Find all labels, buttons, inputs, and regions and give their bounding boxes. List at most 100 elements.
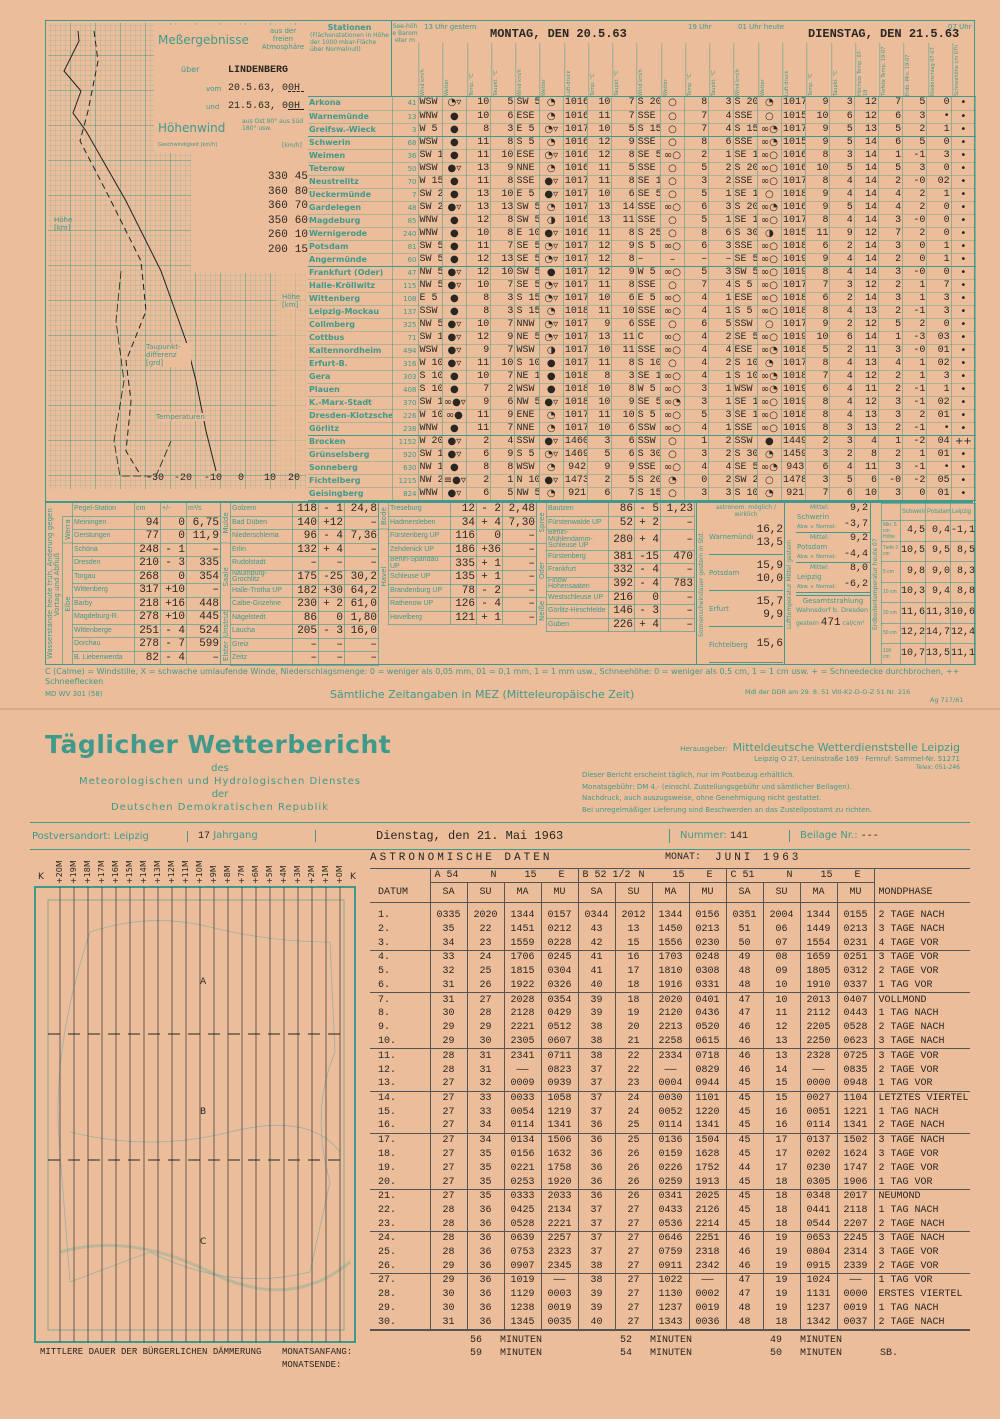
value-cell: 2 — [805, 435, 831, 449]
soil-value: 0,4 — [925, 520, 951, 542]
value-cell: 1018 — [781, 240, 807, 254]
gauge-value: 0 — [634, 590, 661, 605]
value-cell: 1016 — [563, 97, 589, 111]
value-cell: 01 — [926, 487, 952, 501]
gauge-row: Dorchau 278- 7 599 — [72, 637, 221, 652]
astro-row: 8. 30 28 2128 0429 39 19 2120 0436 47 11 2112 0443 1 … — [370, 1006, 970, 1021]
value-cell: 0 — [926, 201, 952, 215]
weather-symbol-cell: ∞○ — [757, 253, 783, 267]
section-divider — [46, 501, 973, 503]
time-cell: 0156 — [688, 902, 726, 923]
time-cell: 31 — [466, 1048, 504, 1064]
station-name: Kaltennordheim — [308, 344, 393, 358]
gauge-station: Fürstenberg — [546, 549, 609, 564]
wind-cell: SSE 10 — [733, 175, 758, 189]
time-cell: 2004 — [762, 902, 800, 923]
weather-symbol-cell: ∞○ — [757, 149, 783, 163]
weather-symbol-cell: ● — [442, 240, 467, 254]
time-cell: 37 — [577, 1203, 615, 1218]
column-heading: Niederschlag 07-07 — [927, 43, 952, 97]
time-cell: 1345 — [503, 1315, 541, 1331]
value-cell: 7 — [805, 370, 831, 384]
time-cell: 0000 — [836, 1287, 874, 1302]
weather-symbol-cell: ○ — [660, 227, 686, 241]
water-column-heading: m³/s — [186, 502, 221, 517]
zone-coordinate: 15 — [820, 870, 833, 882]
gauge-value: – — [502, 556, 537, 571]
value-cell: 1017 — [563, 331, 589, 345]
wind-cell: WNW 15 — [418, 422, 443, 436]
time-cell: 36 — [577, 1189, 615, 1204]
value-cell: 4 — [708, 461, 734, 475]
water-table-2: Golzern 118- 1 24,8 Bad Düben 140 +12– Nieders… — [230, 502, 379, 666]
weather-symbol-cell: • — [951, 344, 977, 358]
station-name: Collmberg — [308, 318, 393, 332]
time-cell: 1449 — [799, 922, 837, 937]
map-drawing — [34, 886, 356, 1343]
time-cell: 29 — [466, 1020, 504, 1035]
airtemp-mean: 9,2 — [849, 533, 868, 544]
weather-symbol-cell: • — [951, 188, 977, 202]
time-cell: 34 — [466, 1133, 504, 1148]
gauge-station: Calbe-Grizehne — [230, 597, 293, 612]
date-cell: 15. — [378, 1106, 397, 1118]
gauge-row: Bad Düben 140 +12– — [230, 515, 379, 530]
time-cell: —— — [651, 1063, 689, 1078]
value-cell: 10 — [611, 409, 637, 423]
time-cell: 0000 — [799, 1077, 837, 1092]
date-cell: 28. — [378, 1289, 397, 1301]
weather-symbol-cell: ◔ — [539, 409, 564, 423]
time-cell: 0212 — [540, 922, 578, 937]
gauge-value: 16,0 — [344, 624, 379, 639]
sunshine-row: Warnemünde 16,2 13,5 — [709, 519, 783, 555]
time-cell: 0213 — [688, 922, 726, 937]
time-cell: 47 — [725, 1273, 763, 1288]
time-cell: 0136 — [651, 1133, 689, 1148]
time-cell: 33 — [466, 1091, 504, 1106]
zone-coordinate: E — [854, 870, 861, 882]
time-cell: 2126 — [688, 1203, 726, 1218]
value-cell: 4 — [708, 123, 734, 137]
time-cell: 0341 — [651, 1189, 689, 1204]
from-date: 20.5.63, 00H — [228, 83, 301, 94]
weather-symbol-cell: ◔ — [660, 474, 686, 488]
time-cell: 1758 — [540, 1161, 578, 1176]
soil-value: 10,6 — [950, 602, 976, 624]
value-cell: 10 — [466, 318, 492, 332]
wind-cell: SSE 5 — [514, 175, 540, 189]
column-heading: Wetter — [757, 43, 782, 97]
publisher-label: Herausgeber: — [680, 745, 728, 753]
column-heading: Taupkt. °C — [830, 43, 855, 97]
time-cell: 36 — [466, 1287, 504, 1302]
airtemp-station: Leipzig — [797, 573, 822, 581]
sunshine-row: Potsdam 15,9 10,0 — [709, 555, 783, 591]
value-cell: 11 — [611, 214, 637, 228]
weather-symbol-cell: ● — [442, 292, 467, 306]
gauge-row: B. Liebenwerda 82- 4– — [72, 650, 221, 665]
time-cell: 0114 — [651, 1119, 689, 1134]
value-cell: 2 — [466, 435, 492, 449]
wind-cell: S 20 — [733, 201, 758, 215]
time-cell: 0354 — [540, 992, 578, 1007]
time-cell: 06 — [762, 922, 800, 937]
soil-value: 12,2 — [900, 622, 926, 644]
time-cell: 0002 — [688, 1287, 726, 1302]
soil-value: 12,4 — [950, 622, 976, 644]
wind-cell: WSW 10 — [514, 461, 540, 475]
gauge-value: +10 — [160, 583, 187, 598]
value-cell: 4 — [878, 201, 904, 215]
station-elevation: 303 — [392, 370, 419, 384]
time-cell: 31 — [429, 992, 467, 1007]
time-cell: 1131 — [799, 1287, 837, 1302]
gauge-value: 7,30 — [502, 515, 537, 530]
gauge-value: 2,48 — [502, 502, 537, 517]
value-cell: 7 — [684, 123, 710, 137]
river-label: Havel — [378, 529, 388, 624]
time-cell: 1022 — [651, 1273, 689, 1288]
publication-notes: Dieser Bericht erscheint täglich, nur im… — [582, 770, 962, 816]
value-cell: 11 — [587, 409, 613, 423]
minutes-unit: MINUTEN — [500, 1348, 543, 1360]
gauge-value: – — [186, 542, 221, 557]
